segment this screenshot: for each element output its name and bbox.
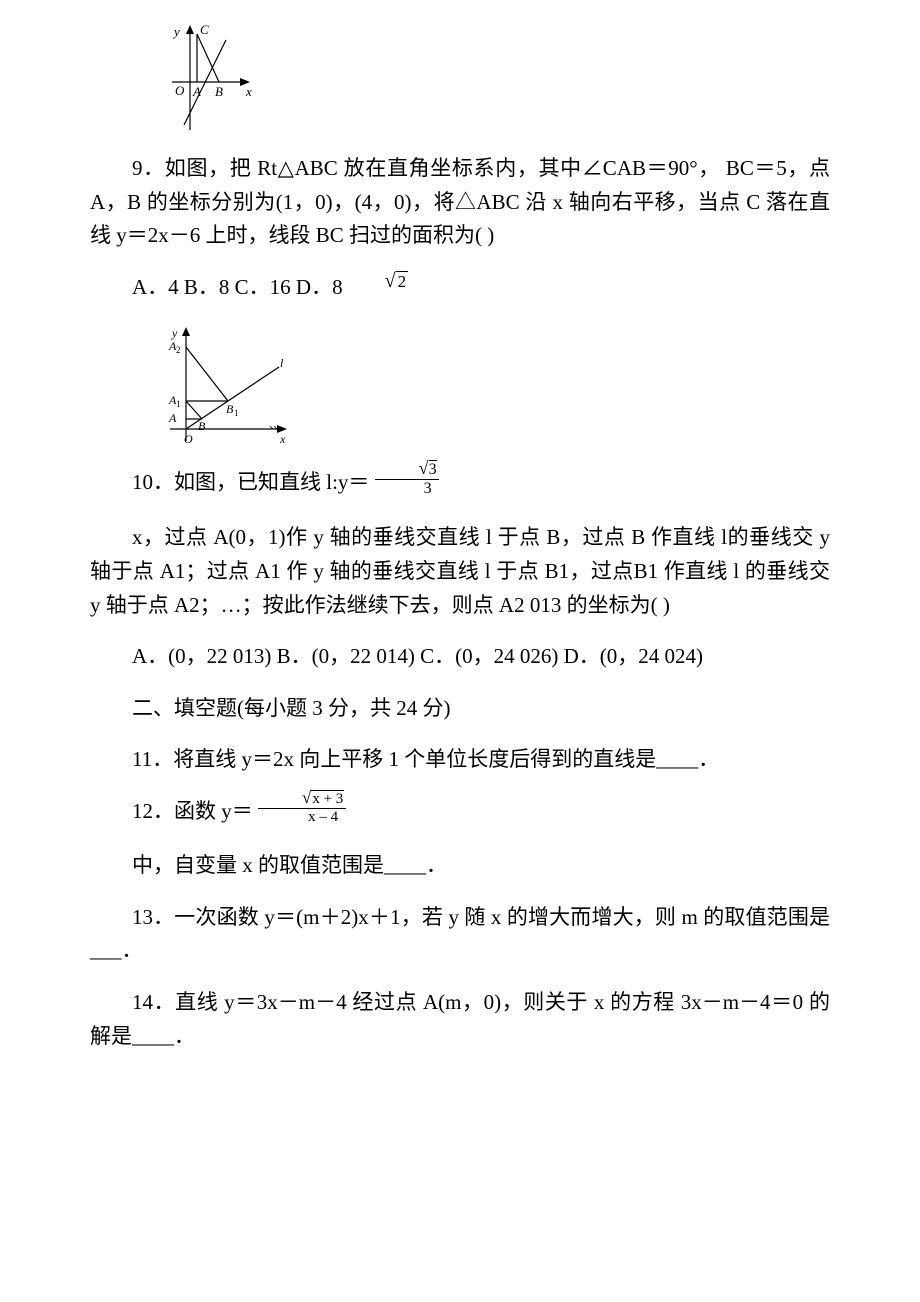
q10-frac: √3 3 xyxy=(375,459,439,497)
q12-prefix: 12．函数 y＝ √x + 3 x – 4 xyxy=(90,795,830,831)
q9-line1: 9．如图，把 Rt△ABC 放在直角坐标系内，其中∠CAB＝90°， BC＝5，… xyxy=(90,152,830,253)
svg-text:B: B xyxy=(215,84,223,99)
q13-text: 13．一次函数 y＝(m＋2)x＋1，若 y 随 x 的增大而增大，则 m 的取… xyxy=(90,905,830,963)
section2-text: 二、填空题(每小题 3 分，共 24 分) xyxy=(132,696,451,720)
q10-prefix-text: 10．如图，已知直线 l:y＝ xyxy=(132,470,369,494)
section2-header: 二、填空题(每小题 3 分，共 24 分) xyxy=(90,692,830,726)
q10-frac-den: 3 xyxy=(375,480,439,498)
svg-text:A: A xyxy=(168,411,177,425)
q9-options: A．4 B．8 C．16 D．8√2 xyxy=(90,271,830,305)
svg-text:1: 1 xyxy=(176,399,181,409)
q10-body: x，过点 A(0，1)作 y 轴的垂线交直线 l 于点 B，过点 B 作直线 l… xyxy=(90,521,830,622)
q12-suffix-text: 中，自变量 x 的取值范围是____． xyxy=(132,853,447,877)
svg-text:y: y xyxy=(172,24,180,39)
svg-text:O: O xyxy=(184,432,193,446)
svg-text:y: y xyxy=(171,326,178,340)
q13: 13．一次函数 y＝(m＋2)x＋1，若 y 随 x 的增大而增大，则 m 的取… xyxy=(90,901,830,968)
q9-text-1: 9．如图，把 Rt△ABC 放在直角坐标系内，其中∠CAB＝90°， xyxy=(132,156,720,180)
q12-frac: √x + 3 x – 4 xyxy=(258,789,346,825)
q9-options-text: A．4 B．8 C．16 D．8 xyxy=(132,275,343,299)
q10-body-text: x，过点 A(0，1)作 y 轴的垂线交直线 l 于点 B，过点 B 作直线 l… xyxy=(90,525,830,616)
q10-options-text: A．(0，22 013) B．(0，22 014) C．(0，24 026) D… xyxy=(132,644,703,668)
q10-options: A．(0，22 013) B．(0，22 014) C．(0，24 026) D… xyxy=(90,640,830,674)
svg-text:A: A xyxy=(192,84,201,99)
q14: 14．直线 y＝3x－m－4 经过点 A(m，0)，则关于 x 的方程 3x－m… xyxy=(90,986,830,1053)
coord-diagram-1: y C O A B x xyxy=(164,20,256,140)
svg-text:l: l xyxy=(280,356,284,370)
q11-text: 11．将直线 y＝2x 向上平移 1 个单位长度后得到的直线是____． xyxy=(132,747,719,771)
q12-frac-den: x – 4 xyxy=(258,809,346,826)
svg-text:x: x xyxy=(279,432,286,446)
q10-frac-num: √3 xyxy=(375,459,439,480)
q12-frac-num: √x + 3 xyxy=(258,789,346,809)
svg-text:2: 2 xyxy=(176,345,181,355)
svg-text:B: B xyxy=(226,402,234,416)
svg-text:1: 1 xyxy=(234,408,239,418)
q12-prefix-text: 12．函数 y＝ xyxy=(132,799,253,823)
figure-q10: y A 2 A 1 A O B B 1 x l xyxy=(164,323,831,453)
svg-text:C: C xyxy=(200,22,209,37)
q14-text: 14．直线 y＝3x－m－4 经过点 A(m，0)，则关于 x 的方程 3x－m… xyxy=(90,990,830,1048)
q10-prefix: 10．如图，已知直线 l:y＝ √3 3 xyxy=(90,465,830,503)
svg-text:x: x xyxy=(245,84,252,99)
figure-q9: y C O A B x xyxy=(164,20,831,140)
svg-text:O: O xyxy=(175,83,185,98)
svg-text:B: B xyxy=(198,419,206,433)
sqrt2-formula: √2 xyxy=(343,265,408,297)
q12-suffix: 中，自变量 x 的取值范围是____． xyxy=(90,849,830,883)
coord-diagram-2: y A 2 A 1 A O B B 1 x l xyxy=(164,323,294,453)
q11: 11．将直线 y＝2x 向上平移 1 个单位长度后得到的直线是____． xyxy=(90,743,830,777)
